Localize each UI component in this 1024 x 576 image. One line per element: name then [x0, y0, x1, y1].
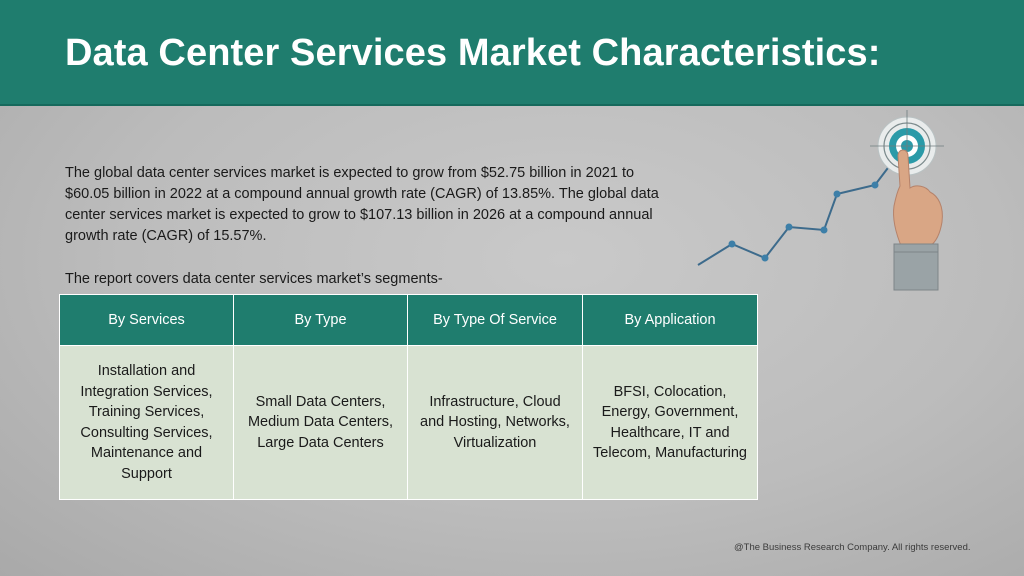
page-title: Data Center Services Market Characterist… [65, 32, 881, 74]
cell-services-text: Installation and Integration Services, T… [80, 363, 213, 482]
table-header-row: By Services By Type By Type Of Service B… [59, 294, 758, 346]
copyright-footer: @The Business Research Company. All righ… [734, 542, 971, 553]
pointing-hand-icon [893, 149, 943, 291]
title-bar: Data Center Services Market Characterist… [0, 0, 1024, 106]
cell-type-of-service: Infrastructure, Cloud and Hosting, Netwo… [407, 345, 583, 500]
cell-type: Small Data Centers, Medium Data Centers,… [233, 345, 408, 500]
cell-type-of-service-text: Infrastructure, Cloud and Hosting, Netwo… [420, 393, 570, 451]
header-by-type: By Type [233, 294, 408, 346]
cell-application-text: BFSI, Colocation, Energy, Government, He… [593, 383, 747, 462]
table-row: Installation and Integration Services, T… [59, 345, 758, 500]
intro-paragraph: The global data center services market i… [65, 165, 659, 244]
cell-type-text: Small Data Centers, Medium Data Centers,… [247, 393, 394, 451]
growth-target-hand-icon [697, 110, 944, 291]
segments-intro: The report covers data center services m… [65, 271, 443, 287]
header-by-application: By Application [582, 294, 758, 346]
growth-line-icon [697, 151, 901, 266]
cell-services: Installation and Integration Services, T… [59, 345, 234, 500]
cell-application: BFSI, Colocation, Energy, Government, He… [582, 345, 758, 500]
header-by-services: By Services [59, 294, 234, 346]
segments-table: By Services By Type By Type Of Service B… [59, 294, 758, 500]
header-by-type-of-service: By Type Of Service [407, 294, 583, 346]
